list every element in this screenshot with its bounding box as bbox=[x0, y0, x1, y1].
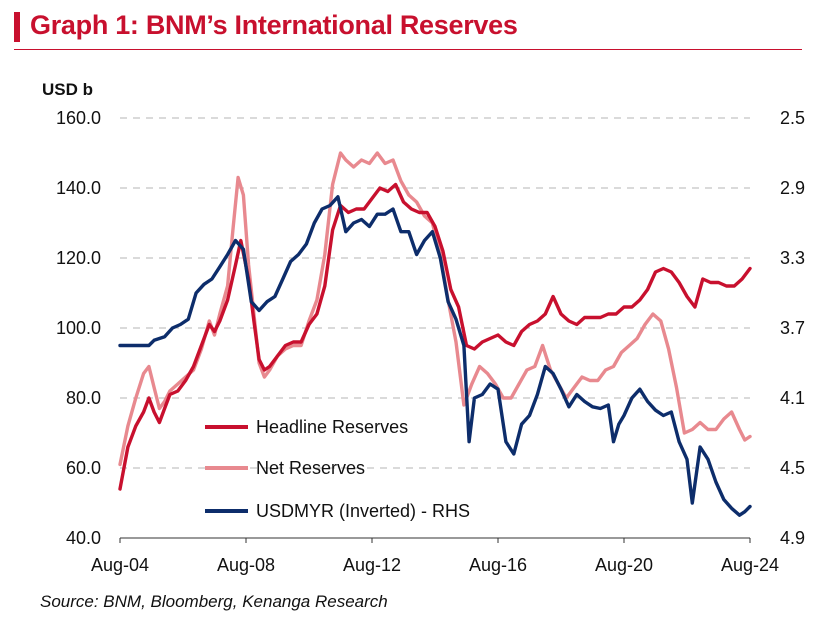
chart-title: Graph 1: BNM’s International Reserves bbox=[30, 10, 518, 40]
legend-label-net-reserves: Net Reserves bbox=[256, 458, 365, 478]
y-left-tick-label: 80.0 bbox=[66, 388, 101, 408]
legend: Headline Reserves Net Reserves USDMYR (Inv… bbox=[205, 417, 470, 521]
y-left-tick-label: 40.0 bbox=[66, 528, 101, 548]
gridlines bbox=[120, 117, 750, 469]
x-tick-label: Aug-04 bbox=[91, 555, 149, 575]
title-underline bbox=[14, 49, 802, 50]
y-right-tick-label: 2.9 bbox=[780, 178, 805, 198]
y-right-tick-label: 3.3 bbox=[780, 248, 805, 268]
y-left-tick-label: 160.0 bbox=[56, 108, 101, 128]
y-right-tick-label: 3.7 bbox=[780, 318, 805, 338]
legend-label-usdmyr-inverted-rhs: USDMYR (Inverted) - RHS bbox=[256, 501, 470, 521]
source-note: Source: BNM, Bloomberg, Kenanga Research bbox=[40, 592, 388, 611]
series-line-headline-reserves bbox=[118, 182, 752, 491]
y-right-tick-label: 2.5 bbox=[780, 108, 805, 128]
title-accent-bar bbox=[14, 12, 20, 42]
x-tick-label: Aug-24 bbox=[721, 555, 779, 575]
series-lines bbox=[118, 151, 752, 517]
y-left-tick-label: 100.0 bbox=[56, 318, 101, 338]
y-left-tick-label: 140.0 bbox=[56, 178, 101, 198]
y-left-axis-label: USD b bbox=[42, 80, 93, 99]
y-left-tick-label: 120.0 bbox=[56, 248, 101, 268]
x-tick-label: Aug-16 bbox=[469, 555, 527, 575]
y-right-tick-label: 4.9 bbox=[780, 528, 805, 548]
x-tick-label: Aug-08 bbox=[217, 555, 275, 575]
y-right-tick-label: 4.5 bbox=[780, 458, 805, 478]
series-line-net-reserves bbox=[118, 151, 752, 467]
y-right-tick-label: 4.1 bbox=[780, 388, 805, 408]
series-line-usdmyr-inverted-rhs bbox=[118, 195, 752, 517]
y-left-tick-label: 60.0 bbox=[66, 458, 101, 478]
x-tick-label: Aug-12 bbox=[343, 555, 401, 575]
axes: 40.0 60.0 80.0 100.0 120.0 140.0 160.0 2.5 2.9 3.… bbox=[42, 80, 805, 575]
x-tick-label: Aug-20 bbox=[595, 555, 653, 575]
legend-label-headline-reserves: Headline Reserves bbox=[256, 417, 408, 437]
